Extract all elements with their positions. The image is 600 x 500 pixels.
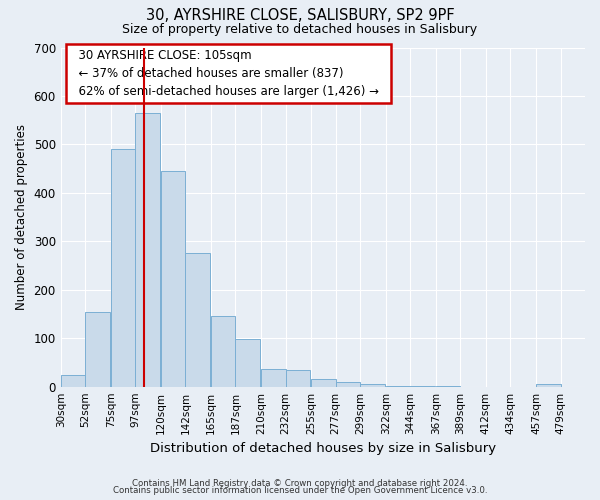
Text: Contains HM Land Registry data © Crown copyright and database right 2024.: Contains HM Land Registry data © Crown c… [132,478,468,488]
Y-axis label: Number of detached properties: Number of detached properties [15,124,28,310]
Bar [235,339,260,386]
Bar [85,312,110,386]
Text: Size of property relative to detached houses in Salisbury: Size of property relative to detached ho… [122,22,478,36]
Bar [111,150,135,386]
Bar [261,369,286,386]
Text: 30 AYRSHIRE CLOSE: 105sqm
  ← 37% of detached houses are smaller (837)
  62% of : 30 AYRSHIRE CLOSE: 105sqm ← 37% of detac… [71,49,386,98]
Bar [135,113,160,386]
Bar [61,374,85,386]
Bar [161,171,185,386]
Text: 30, AYRSHIRE CLOSE, SALISBURY, SP2 9PF: 30, AYRSHIRE CLOSE, SALISBURY, SP2 9PF [146,8,454,22]
Text: Contains public sector information licensed under the Open Government Licence v3: Contains public sector information licen… [113,486,487,495]
X-axis label: Distribution of detached houses by size in Salisbury: Distribution of detached houses by size … [150,442,496,455]
Bar [185,254,210,386]
Bar [360,384,385,386]
Bar [335,382,360,386]
Bar [286,370,310,386]
Bar [211,316,235,386]
Bar [536,384,560,386]
Bar [311,380,335,386]
